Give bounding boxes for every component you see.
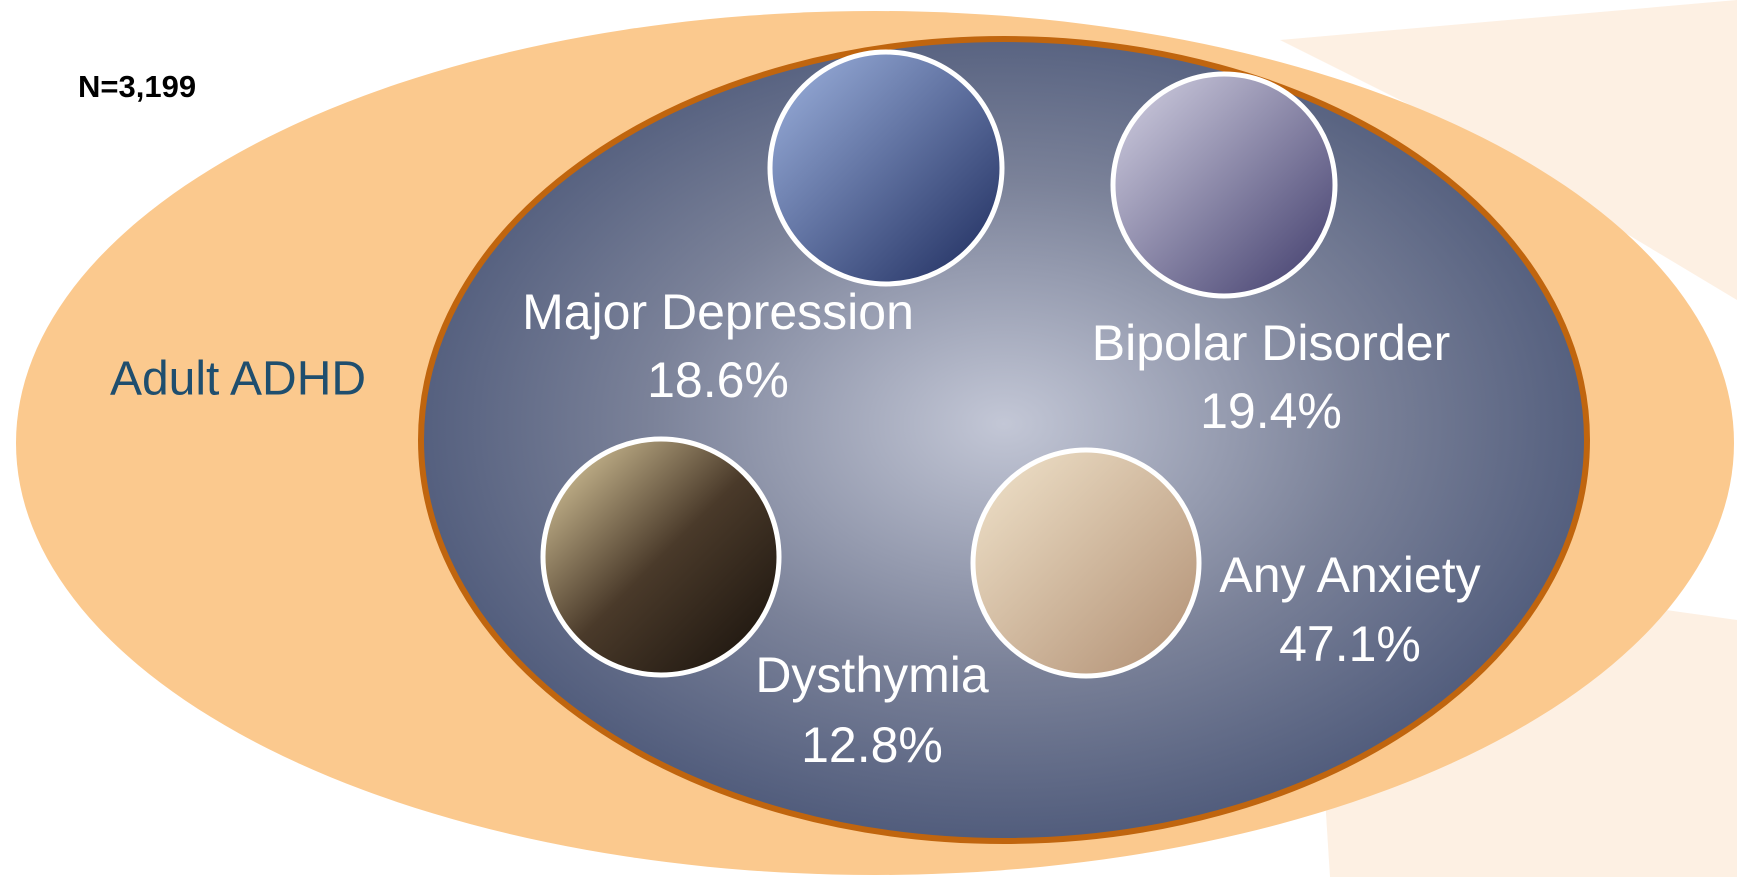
condition-value: 18.6% — [647, 352, 789, 408]
page: N=3,199 Adult ADHD Major Depression 18.6… — [0, 0, 1737, 877]
photo — [1113, 74, 1335, 296]
condition-name: Any Anxiety — [1219, 547, 1480, 603]
photo — [543, 439, 779, 675]
sample-size: N=3,199 — [78, 69, 196, 104]
condition-name: Bipolar Disorder — [1092, 315, 1450, 371]
outer-label: Adult ADHD — [110, 353, 366, 406]
photo — [973, 450, 1199, 676]
condition-name: Dysthymia — [755, 647, 989, 703]
diagram: N=3,199 Adult ADHD Major Depression 18.6… — [0, 0, 1737, 877]
condition-value: 47.1% — [1279, 616, 1421, 672]
condition-value: 19.4% — [1200, 383, 1342, 439]
condition-value: 12.8% — [801, 717, 943, 773]
photo — [770, 52, 1002, 284]
condition-name: Major Depression — [522, 284, 914, 340]
